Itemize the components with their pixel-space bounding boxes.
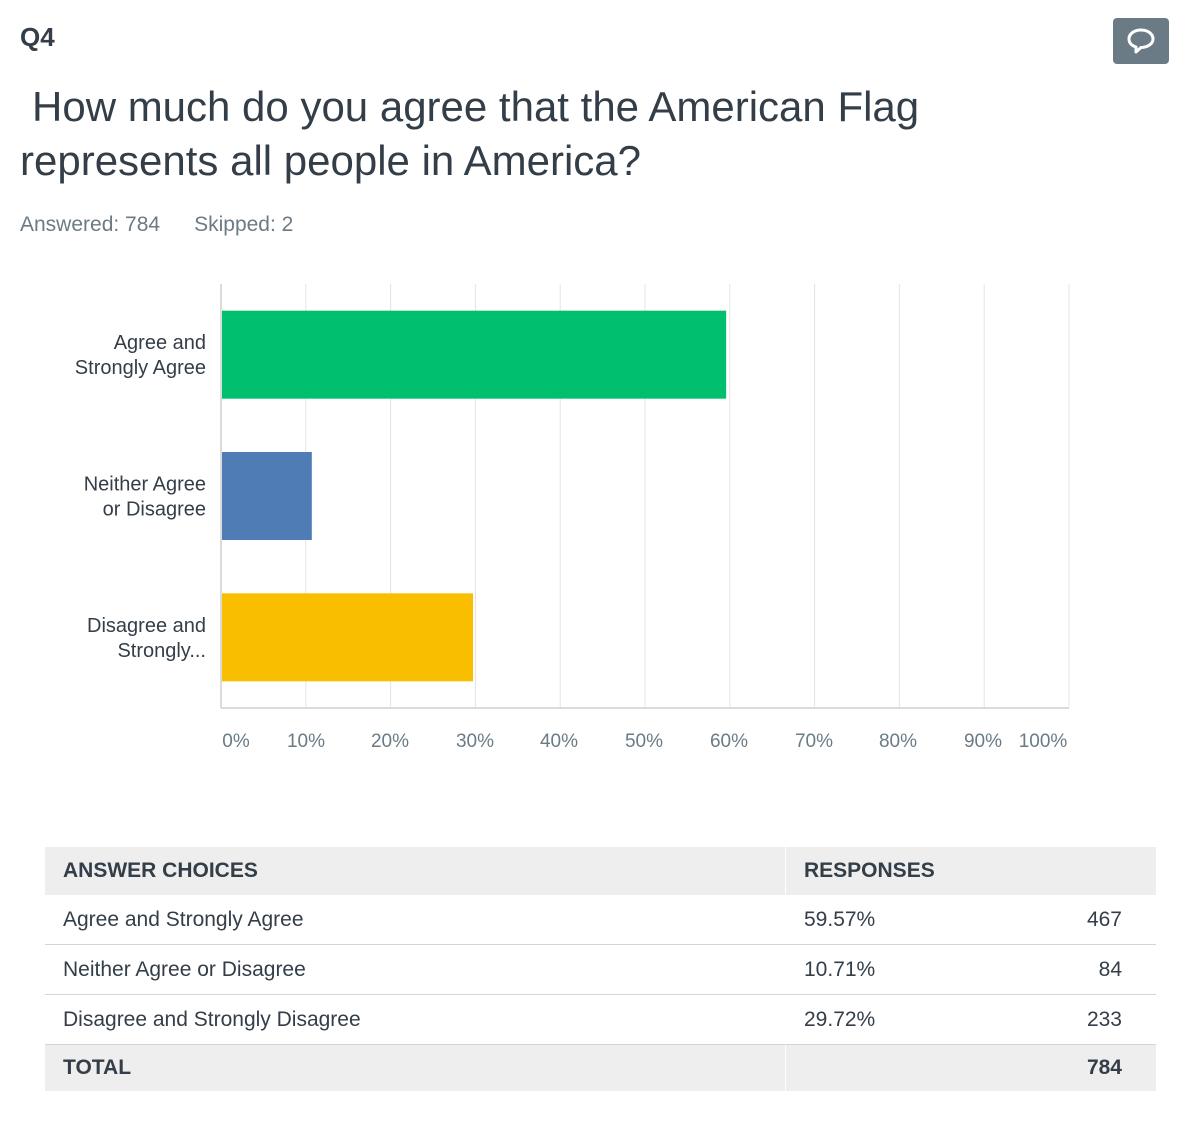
x-tick-label: 70% — [795, 731, 833, 752]
response-count: 233 — [990, 994, 1156, 1045]
bar — [222, 310, 727, 399]
table-row: Agree and Strongly Agree 59.57% 467 — [45, 895, 1156, 945]
header-answer-choices: ANSWER CHOICES — [45, 847, 786, 895]
category-label: Strongly... — [117, 640, 206, 662]
x-tick-label: 30% — [456, 731, 494, 752]
x-tick-label: 10% — [287, 731, 325, 752]
table-row: Neither Agree or Disagree 10.71% 84 — [45, 944, 1156, 995]
x-tick-label: 20% — [371, 731, 409, 752]
answer-choice: Agree and Strongly Agree — [45, 895, 786, 945]
total-row: TOTAL 784 — [45, 1044, 1156, 1091]
x-tick-label: 0% — [222, 731, 250, 752]
speech-bubble-icon — [1127, 28, 1155, 54]
category-label: Disagree and — [87, 615, 206, 637]
table-header-row: ANSWER CHOICES RESPONSES — [45, 847, 1156, 895]
question-title: How much do you agree that the American … — [20, 83, 920, 184]
question-number: Q4 — [20, 22, 55, 52]
x-tick-label: 80% — [879, 731, 917, 752]
category-label: Strongly Agree — [75, 357, 206, 379]
header-responses: RESPONSES — [785, 847, 1156, 895]
answer-choice: Disagree and Strongly Disagree — [45, 994, 786, 1045]
response-percent: 29.72% — [785, 994, 991, 1045]
response-count: 467 — [990, 895, 1156, 945]
total-label: TOTAL — [45, 1044, 786, 1091]
skipped-count: Skipped: 2 — [194, 213, 294, 236]
category-label: Agree and — [114, 332, 206, 354]
category-label: Neither Agree — [84, 474, 206, 496]
x-tick-label: 90% — [964, 731, 1002, 752]
results-table: ANSWER CHOICES RESPONSES Agree and Stron… — [45, 847, 1156, 1091]
bar — [222, 593, 474, 682]
comment-button[interactable] — [1113, 18, 1169, 64]
bar — [222, 452, 312, 540]
response-stats: Answered: 784 Skipped: 2 — [20, 213, 293, 237]
x-tick-label: 60% — [710, 731, 748, 752]
response-percent: 10.71% — [785, 944, 991, 995]
total-spacer — [785, 1044, 991, 1091]
answer-choice: Neither Agree or Disagree — [45, 944, 786, 995]
table-row: Disagree and Strongly Disagree 29.72% 23… — [45, 994, 1156, 1045]
x-tick-label: 50% — [625, 731, 663, 752]
response-count: 84 — [990, 944, 1156, 995]
response-percent: 59.57% — [785, 895, 991, 945]
bar-chart: 0% 10% 20% 30% 40% 50% 60% 70% 80% 90% 100% Agree a… — [75, 284, 1070, 752]
total-count: 784 — [990, 1044, 1156, 1091]
answered-count: Answered: 784 — [20, 213, 161, 236]
category-label: or Disagree — [103, 499, 206, 521]
x-tick-label: 40% — [540, 731, 578, 752]
x-tick-label: 100% — [1019, 731, 1068, 752]
